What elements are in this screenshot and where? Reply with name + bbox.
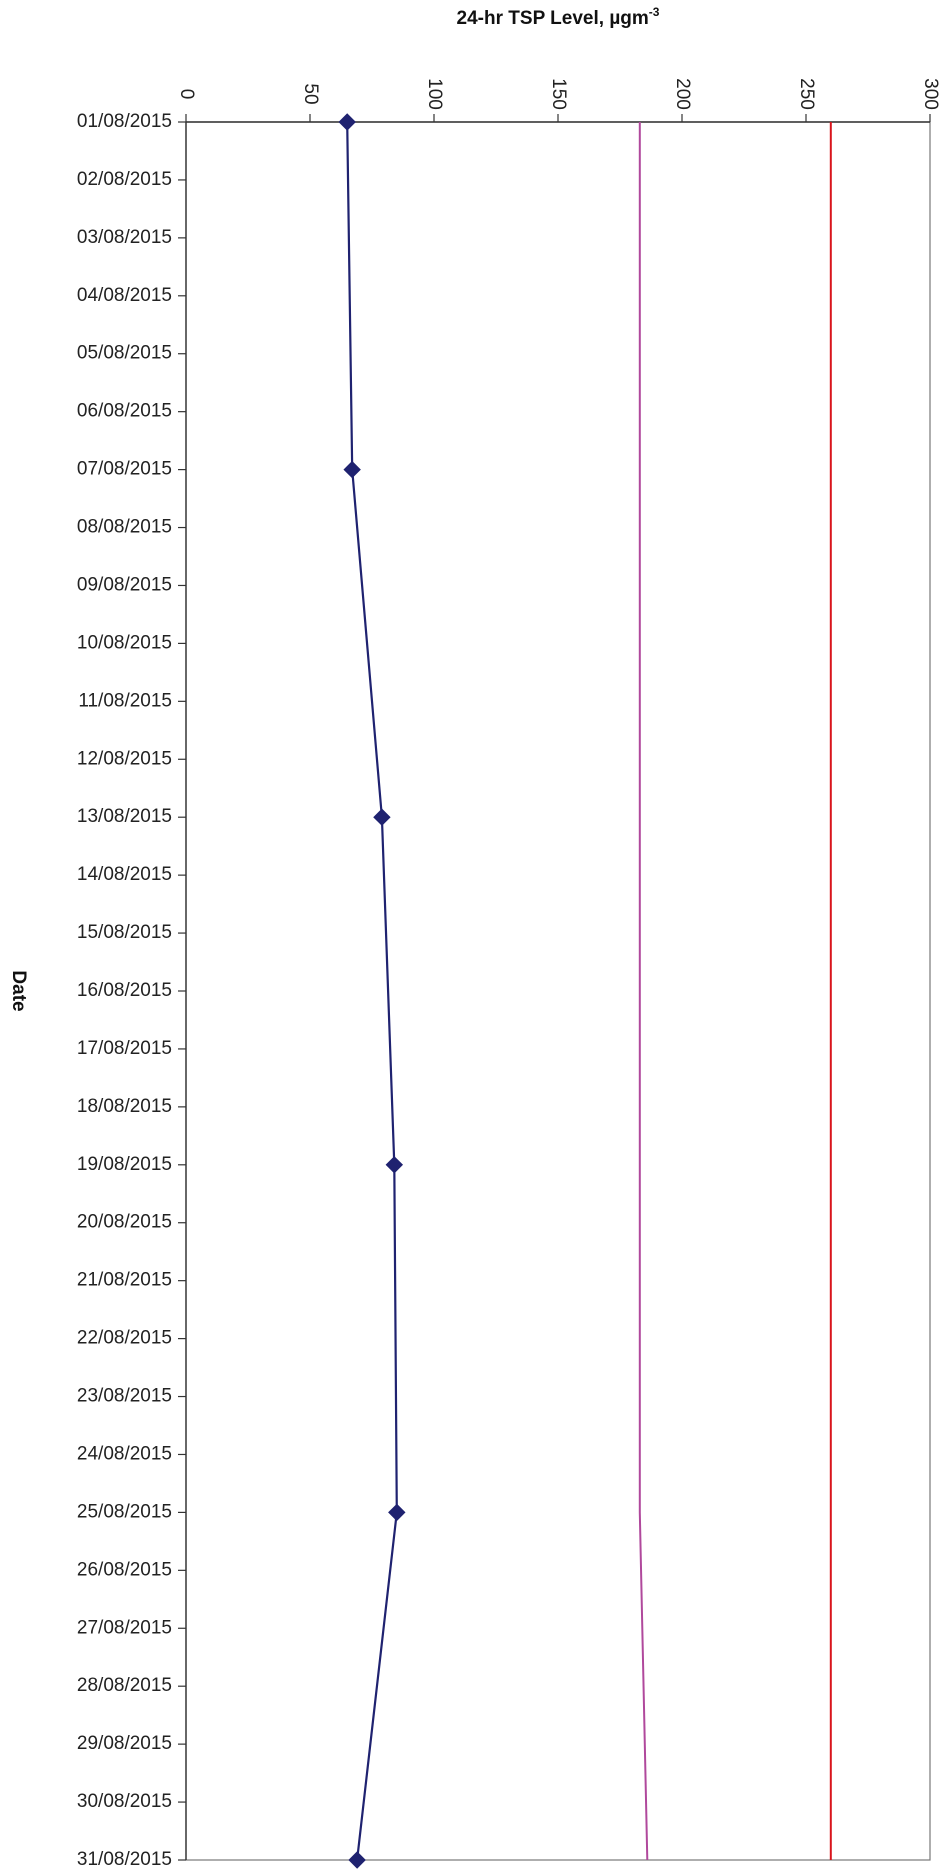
date-tick-label: 13/08/2015 [77, 806, 172, 827]
date-tick-label: 01/08/2015 [77, 111, 172, 132]
series-1-point [385, 1156, 404, 1174]
series-1-point [348, 1851, 366, 1869]
value-tick-label: 50 [300, 83, 321, 104]
date-tick-label: 15/08/2015 [77, 922, 172, 943]
date-tick-label: 08/08/2015 [77, 517, 172, 538]
date-tick-label: 05/08/2015 [77, 343, 172, 364]
date-tick-label: 24/08/2015 [77, 1443, 172, 1464]
series-1-point [343, 460, 361, 479]
value-tick-label: 200 [672, 78, 693, 110]
series-1-line [346, 121, 398, 1861]
date-tick-label: 22/08/2015 [77, 1328, 172, 1349]
series-2-line [638, 122, 649, 1861]
date-tick-label: 26/08/2015 [77, 1559, 172, 1580]
date-tick-label: 04/08/2015 [77, 285, 172, 306]
date-tick-label: 14/08/2015 [77, 864, 172, 885]
date-tick-label: 06/08/2015 [77, 401, 172, 422]
date-tick-label: 09/08/2015 [77, 574, 172, 595]
y-axis-title-superscript: -3 [649, 5, 660, 19]
series-1-point [373, 808, 391, 826]
date-tick-label: 27/08/2015 [77, 1617, 172, 1638]
value-tick-label: 0 [176, 89, 197, 100]
date-tick-label: 30/08/2015 [77, 1791, 172, 1812]
date-tick-label: 21/08/2015 [77, 1270, 172, 1291]
value-tick-label: 250 [796, 78, 817, 110]
value-tick-label: 300 [920, 78, 941, 110]
date-tick-label: 19/08/2015 [77, 1154, 172, 1175]
date-tick-label: 18/08/2015 [77, 1096, 172, 1117]
date-tick-label: 20/08/2015 [77, 1212, 172, 1233]
x-axis-title: Date [8, 970, 29, 1011]
series-1-point [388, 1503, 406, 1522]
date-tick-label: 11/08/2015 [78, 690, 172, 711]
date-tick-label: 25/08/2015 [77, 1501, 172, 1522]
plot-area-border [185, 121, 931, 1861]
date-tick-label: 28/08/2015 [77, 1675, 172, 1696]
date-tick-label: 16/08/2015 [77, 980, 172, 1001]
date-tick-label: 29/08/2015 [77, 1733, 172, 1754]
date-tick-label: 31/08/2015 [77, 1849, 172, 1870]
value-tick-label: 150 [548, 78, 569, 110]
y-axis-title-main: 24-hr TSP Level, µgm [457, 8, 649, 29]
date-tick-label: 03/08/2015 [77, 227, 172, 248]
series-1-point [338, 113, 356, 131]
date-tick-label: 10/08/2015 [77, 632, 172, 653]
date-tick-label: 12/08/2015 [77, 748, 172, 769]
date-tick-label: 02/08/2015 [77, 169, 172, 190]
y-axis-title: 24-hr TSP Level, µgm-3 [457, 5, 660, 29]
date-tick-label: 07/08/2015 [77, 459, 172, 480]
date-tick-label: 17/08/2015 [77, 1038, 172, 1059]
date-tick-label: 23/08/2015 [77, 1386, 172, 1407]
value-tick-label: 100 [424, 78, 445, 110]
